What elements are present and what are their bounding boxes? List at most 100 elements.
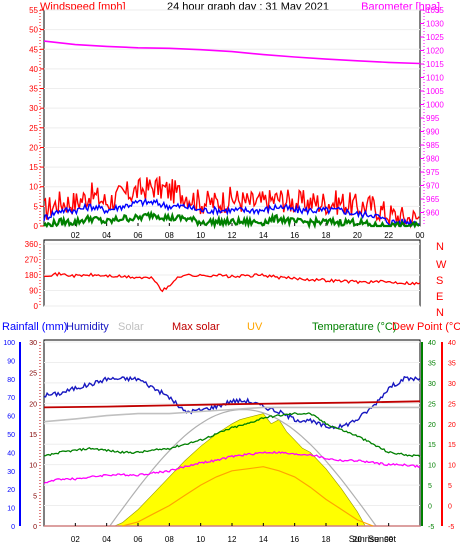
windspeed-tick-label: 5 xyxy=(34,202,39,211)
low-wind-line xyxy=(43,209,420,230)
x-tick-label: 20 xyxy=(353,535,362,544)
barometer-tick-label: 995 xyxy=(426,114,440,123)
barometer-tick-label: 1000 xyxy=(426,101,444,110)
compass-s: S xyxy=(436,275,443,287)
windspeed-tick-label: 55 xyxy=(29,6,38,15)
windspeed-tick-label: 15 xyxy=(29,163,38,172)
compass-labels: N W S E N xyxy=(436,241,447,319)
barometer-line xyxy=(43,40,421,65)
wind-direction-line xyxy=(43,271,421,293)
sunrise-label: Sunrise xyxy=(349,534,380,544)
x-tick-label: 16 xyxy=(290,535,299,544)
solar-line xyxy=(43,406,420,423)
temperature-tick-label: 10 xyxy=(428,463,436,470)
x-tick-label: 14 xyxy=(259,231,268,240)
windspeed-tick-label: 10 xyxy=(29,183,38,192)
windspeed-ticks: 0 5 10 15 20 25 30 35 40 45 50 55 xyxy=(29,6,44,231)
humidity-legend: Humidity xyxy=(66,321,109,333)
rain-tick-label: 25 xyxy=(29,371,37,378)
windspeed-tick-label: 25 xyxy=(29,124,38,133)
temperature-tick-label: 0 xyxy=(428,504,432,511)
temperature-tick-label: 15 xyxy=(428,442,436,449)
dewpoint-tick-label: -5 xyxy=(448,524,454,531)
dewpoint-tick-label: 0 xyxy=(448,504,452,511)
humidity-tick-label: 20 xyxy=(7,487,15,494)
x-tick-label: 12 xyxy=(228,231,237,240)
rainfall-legend: Rainfall (mm) xyxy=(2,321,67,333)
temperature-legend: Temperature (°C) xyxy=(312,321,396,333)
temperature-tick-label: 30 xyxy=(428,381,436,388)
barometer-tick-label: 985 xyxy=(426,141,440,150)
dewpoint-tick-label: 35 xyxy=(448,360,456,367)
rain-tick-label: 10 xyxy=(29,463,37,470)
barometer-tick-label: 965 xyxy=(426,195,440,204)
dewpoint-tick-label: 10 xyxy=(448,463,456,470)
x-tick-label: 02 xyxy=(71,535,80,544)
panel-wind-baro xyxy=(43,9,421,227)
x-tick-label: 04 xyxy=(102,231,111,240)
x-tick-label: 22 xyxy=(384,231,393,240)
barometer-tick-label: 980 xyxy=(426,155,440,164)
solar-legend: Solar xyxy=(118,321,144,333)
x-tick-label: 08 xyxy=(165,535,174,544)
temperature-line xyxy=(43,412,421,458)
barometer-tick-label: 1035 xyxy=(426,6,444,15)
panel-temp-axes: 0102030405060708090100051015202530-50510… xyxy=(3,340,456,531)
panel-direction-series xyxy=(43,271,421,293)
uv-legend: UV xyxy=(247,321,263,333)
barometer-tick-label: 1020 xyxy=(426,47,444,56)
direction-tick-label: 0 xyxy=(34,302,39,311)
panel-wind-direction xyxy=(43,239,421,307)
humidity-tick-label: 60 xyxy=(7,414,15,421)
barometer-tick-label: 970 xyxy=(426,182,440,191)
max-solar-legend: Max solar xyxy=(172,321,220,333)
x-tick-label: 18 xyxy=(322,535,331,544)
compass-n-top: N xyxy=(436,241,444,253)
rain-tick-label: 0 xyxy=(33,524,37,531)
x-tick-label: 16 xyxy=(290,231,299,240)
x-tick-label: 06 xyxy=(134,535,143,544)
temperature-tick-label: -5 xyxy=(428,524,434,531)
direction-tick-label: 270 xyxy=(25,256,39,265)
dewpoint-tick-label: 20 xyxy=(448,422,456,429)
x-tick-label: 04 xyxy=(102,535,111,544)
x-tick-label: 10 xyxy=(196,231,205,240)
barometer-tick-label: 1010 xyxy=(426,74,444,83)
average-wind-line xyxy=(43,197,420,228)
rain-tick-label: 15 xyxy=(29,432,37,439)
x-tick-label: 00 xyxy=(416,231,425,240)
dewpoint-tick-label: 15 xyxy=(448,442,456,449)
max-solar-line xyxy=(43,400,421,409)
humidity-tick-label: 80 xyxy=(7,377,15,384)
dewpoint-tick-label: 25 xyxy=(448,401,456,408)
dewpoint-tick-label: 40 xyxy=(448,340,456,347)
compass-n-bottom: N xyxy=(436,307,444,319)
windspeed-tick-label: 0 xyxy=(34,222,39,231)
barometer-tick-label: 1025 xyxy=(426,33,444,42)
windspeed-line xyxy=(43,176,420,229)
sunset-label: Sunset xyxy=(368,534,397,544)
compass-w: W xyxy=(436,259,447,271)
barometer-tick-label: 1005 xyxy=(426,87,444,96)
humidity-tick-label: 100 xyxy=(3,340,15,347)
x-tick-label: 12 xyxy=(228,535,237,544)
humidity-tick-label: 0 xyxy=(11,524,15,531)
barometer-ticks: 960 965 970 975 980 985 990 995 1000 1005 1010 1015… xyxy=(420,6,444,226)
windspeed-tick-label: 50 xyxy=(29,26,38,35)
humidity-tick-label: 70 xyxy=(7,395,15,402)
rain-tick-label: 30 xyxy=(29,340,37,347)
dewpoint-legend: Dew Point (°C) xyxy=(392,321,460,333)
x-tick-label: 14 xyxy=(259,535,268,544)
humidity-line xyxy=(43,375,421,430)
windspeed-tick-label: 45 xyxy=(29,45,38,54)
humidity-tick-label: 90 xyxy=(7,358,15,365)
x-tick-label: 00 xyxy=(384,535,393,544)
temperature-tick-label: 5 xyxy=(428,483,432,490)
humidity-tick-label: 40 xyxy=(7,450,15,457)
panel-wind-series xyxy=(43,40,421,230)
x-tick-label: 06 xyxy=(134,231,143,240)
x-tick-label: 18 xyxy=(322,231,331,240)
barometer-tick-label: 1015 xyxy=(426,60,444,69)
